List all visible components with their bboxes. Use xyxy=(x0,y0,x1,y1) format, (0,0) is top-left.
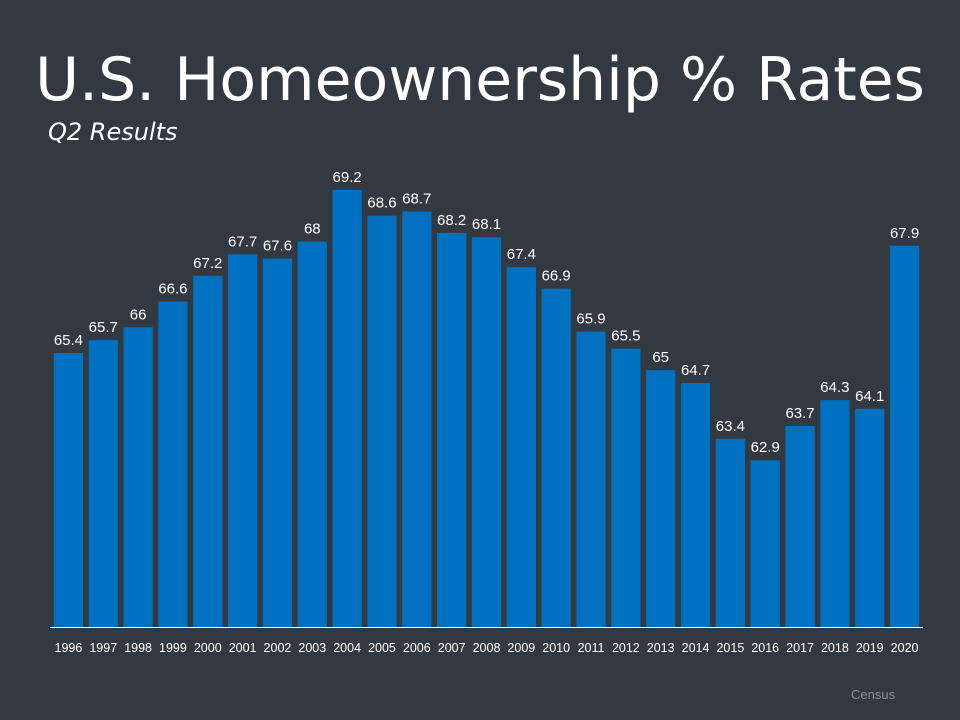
data-label-2004: 69.2 xyxy=(333,169,362,186)
data-label-2012: 65.5 xyxy=(611,328,640,345)
x-tick-1997: 1997 xyxy=(89,641,117,655)
bar-2019 xyxy=(855,408,885,627)
x-tick-2011: 2011 xyxy=(578,641,605,655)
bar-1997 xyxy=(88,340,118,627)
bar-2002 xyxy=(262,258,293,627)
x-tick-2012: 2012 xyxy=(612,641,640,655)
x-tick-2002: 2002 xyxy=(264,641,292,655)
x-tick-2004: 2004 xyxy=(333,641,361,655)
bar-2017 xyxy=(785,425,815,627)
x-tick-2020: 2020 xyxy=(891,641,919,655)
bar-2003 xyxy=(297,241,327,627)
bar-2016 xyxy=(750,460,780,627)
x-tick-2009: 2009 xyxy=(507,641,535,655)
bar-2009 xyxy=(506,267,536,627)
x-tick-2018: 2018 xyxy=(821,641,849,655)
bar-2011 xyxy=(576,331,606,627)
bar-2013 xyxy=(646,370,676,627)
x-tick-2016: 2016 xyxy=(751,641,779,655)
bar-2008 xyxy=(471,237,502,627)
bar-2012 xyxy=(611,348,641,627)
data-label-2014: 64.7 xyxy=(681,362,710,379)
bar-2006 xyxy=(402,211,432,627)
data-label-2018: 64.3 xyxy=(820,379,849,396)
data-label-2016: 62.9 xyxy=(751,439,780,456)
x-tick-1999: 1999 xyxy=(159,641,187,655)
x-tick-2014: 2014 xyxy=(682,641,710,655)
data-label-2015: 63.4 xyxy=(716,418,745,435)
x-tick-2003: 2003 xyxy=(298,641,326,655)
data-label-1998: 66 xyxy=(130,306,147,323)
x-tick-2017: 2017 xyxy=(786,641,814,655)
data-label-2005: 68.6 xyxy=(367,195,396,212)
data-label-1999: 66.6 xyxy=(158,281,187,298)
x-tick-2001: 2001 xyxy=(229,641,257,655)
x-tick-2015: 2015 xyxy=(716,641,744,655)
x-tick-2008: 2008 xyxy=(473,641,501,655)
bar-2010 xyxy=(541,288,571,627)
data-label-2009: 67.4 xyxy=(507,246,536,263)
bar-2020 xyxy=(889,245,920,627)
data-label-1997: 65.7 xyxy=(89,319,118,336)
chart-title: U.S. Homeownership % Rates xyxy=(35,45,925,115)
data-label-2017: 63.7 xyxy=(785,405,814,422)
bar-2005 xyxy=(367,215,397,628)
data-label-2013: 65 xyxy=(652,349,669,366)
x-tick-2019: 2019 xyxy=(856,641,884,655)
data-labels: 65.4 65.7 66 66.6 67.2 67.7 67.6 68 69.2 68.6 68.7… xyxy=(54,169,919,456)
x-tick-2013: 2013 xyxy=(647,641,675,655)
source-note: Census xyxy=(851,687,896,702)
data-label-2011: 65.9 xyxy=(576,311,605,328)
data-label-2020: 67.9 xyxy=(890,225,919,242)
data-label-2010: 66.9 xyxy=(542,268,571,285)
data-label-2019: 64.1 xyxy=(855,388,884,405)
x-tick-2006: 2006 xyxy=(403,641,431,655)
x-tick-1998: 1998 xyxy=(124,641,152,655)
x-tick-2000: 2000 xyxy=(194,641,222,655)
bar-1998 xyxy=(123,327,153,627)
data-label-2000: 67.2 xyxy=(193,255,222,272)
data-label-2008: 68.1 xyxy=(472,216,501,233)
chart-subtitle: Q2 Results xyxy=(48,118,178,146)
bar-2007 xyxy=(437,232,467,627)
x-tick-2007: 2007 xyxy=(438,641,466,655)
data-label-2007: 68.2 xyxy=(437,212,466,229)
bar-2018 xyxy=(820,400,850,627)
bar-1999 xyxy=(158,301,188,627)
bar-2004 xyxy=(332,190,362,627)
data-label-2001: 67.7 xyxy=(228,233,257,250)
bar-2015 xyxy=(715,438,746,627)
data-label-2006: 68.7 xyxy=(402,190,431,207)
x-tick-labels: 1996 1997 1998 1999 2000 2001 2002 2003 2004 2005… xyxy=(55,641,919,655)
x-tick-2010: 2010 xyxy=(542,641,570,655)
bar-series xyxy=(53,190,920,628)
x-tick-1996: 1996 xyxy=(55,641,83,655)
x-tick-2005: 2005 xyxy=(368,641,396,655)
data-label-2003: 68 xyxy=(304,220,321,237)
data-label-1996: 65.4 xyxy=(54,332,83,349)
bar-2014 xyxy=(680,383,711,627)
bar-1996 xyxy=(53,353,84,627)
data-label-2002: 67.6 xyxy=(263,238,292,255)
bar-2000 xyxy=(193,275,223,627)
bar-2001 xyxy=(227,254,258,627)
